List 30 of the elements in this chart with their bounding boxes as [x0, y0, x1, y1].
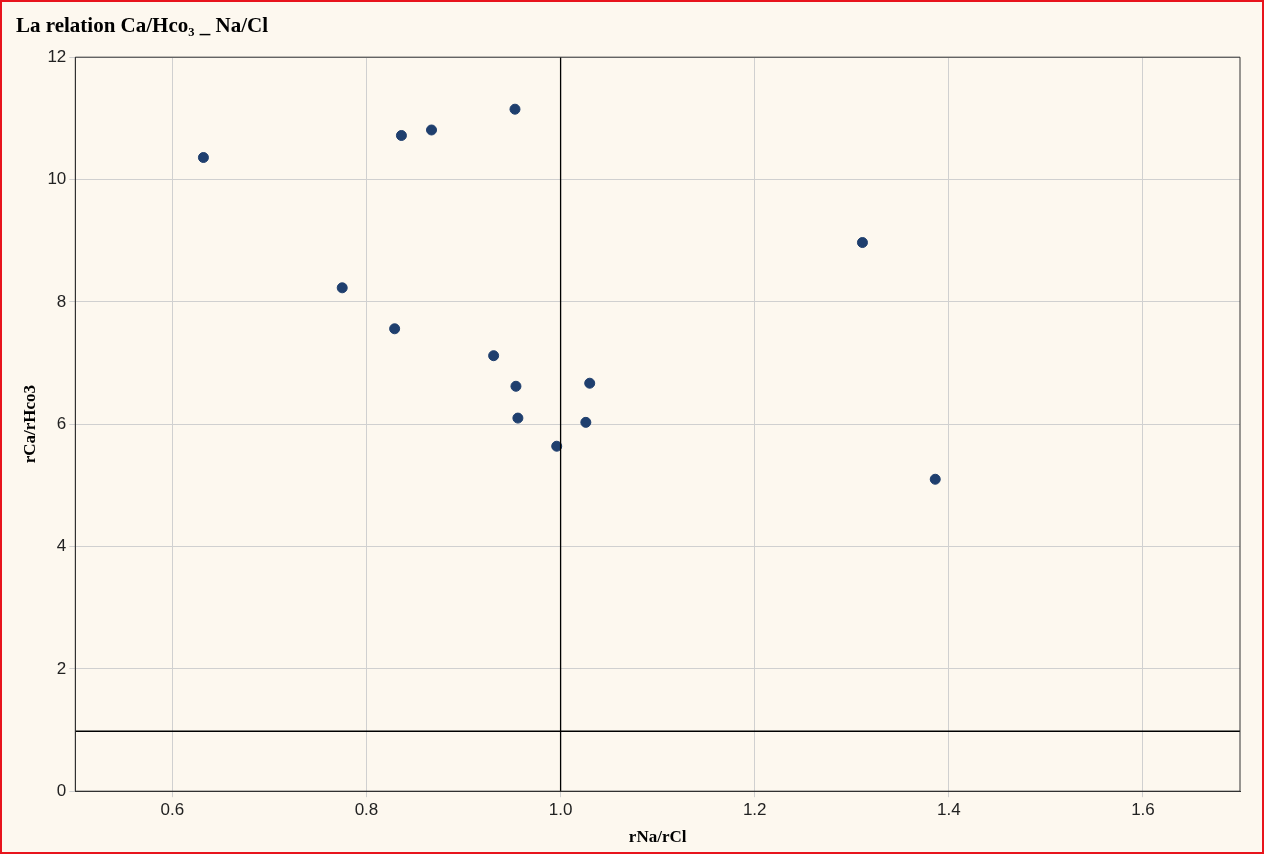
- point: [197, 152, 209, 164]
- y-tick-label: 4: [56, 536, 67, 556]
- x-tick-label: 1.6: [1131, 800, 1155, 820]
- point: [395, 129, 407, 141]
- y-tick-label: 0: [56, 780, 67, 800]
- point: [856, 237, 868, 249]
- point: [426, 124, 438, 136]
- y-tick-label: 2: [56, 658, 67, 678]
- chart-title: La relation Ca/Hco₃ _ Na/Cl: [16, 13, 269, 38]
- point: [510, 380, 522, 392]
- y-tick-label: 12: [47, 46, 67, 66]
- point: [929, 473, 941, 485]
- point: [336, 282, 348, 294]
- y-axis-title: rCa/rHco3: [19, 385, 39, 464]
- point: [584, 377, 596, 389]
- point: [389, 323, 401, 335]
- x-tick-label: 0.8: [354, 800, 379, 820]
- x-tick-label: 1.2: [742, 800, 767, 820]
- y-tick-label: 8: [56, 291, 67, 311]
- x-tick-label: 0.6: [160, 800, 185, 820]
- point: [512, 412, 524, 424]
- y-tick-label: 10: [47, 169, 67, 189]
- point: [580, 416, 592, 428]
- point: [488, 350, 500, 362]
- x-tick-label: 1.4: [937, 800, 961, 820]
- point: [551, 440, 563, 452]
- x-axis-title: rNa/rCl: [628, 827, 687, 847]
- x-tick-label: 1.0: [548, 800, 573, 820]
- y-tick-label: 6: [56, 413, 67, 433]
- point: [509, 103, 521, 115]
